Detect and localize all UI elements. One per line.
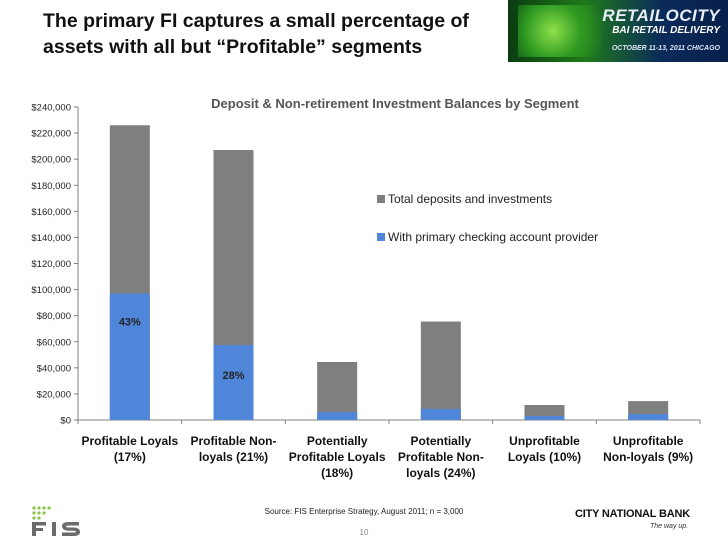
retailocity-banner: RETAILOCITY BAI RETAIL DELIVERY OCTOBER … [508,0,728,62]
category-label-line: Profitable Non- [397,450,484,464]
banner-date: OCTOBER 11-13, 2011 CHICAGO [611,45,720,52]
fis-logo [32,506,80,536]
category-label-line: Non-loyals (9%) [603,450,694,464]
category-label: Unprofitable Non-loyals (9%) [597,433,699,465]
category-label-line: Potentially [410,434,472,448]
bar-primary [524,416,565,420]
category-label-line: loyals (21%) [198,450,269,464]
category-label: Profitable Loyals (17%) [79,433,181,465]
y-tick-label: $0 [60,416,71,427]
category-label-line: Profitable Loyals [81,434,179,448]
data-label: 28% [222,370,244,382]
slide-title-line-1: The primary FI captures a small percenta… [43,10,469,32]
legend-label-total: Total deposits and investments [388,192,553,206]
page-number: 10 [359,528,369,537]
category-label-line: Unprofitable [612,434,684,448]
y-tick-label: $100,000 [31,285,71,296]
bar-primary [317,412,358,420]
category-label-line: loyals (24%) [406,466,476,480]
y-tick-label: $200,000 [31,155,71,166]
y-tick-label: $60,000 [37,337,71,348]
slide-title: The primary FI captures a small percenta… [43,8,493,60]
banner-subtitle: BAI RETAIL DELIVERY [612,25,720,36]
category-label-line: Potentially [306,434,368,448]
y-tick-label: $40,000 [37,363,71,374]
source-note: Source: FIS Enterprise Strategy, August … [264,507,464,516]
bar-primary [213,345,254,420]
category-label: Potentially Profitable Non-loyals (24%) [390,433,492,481]
category-label-line: Profitable Loyals [288,450,386,464]
category-label: Unprofitable Loyals (10%) [494,433,596,465]
legend-label-primary: With primary checking account provider [388,230,599,244]
y-tick-label: $180,000 [31,181,71,192]
y-tick-label: $80,000 [37,311,71,322]
category-label-line: Profitable Non- [190,434,277,448]
legend-swatch-primary [377,233,385,241]
bar-primary [109,293,150,420]
y-tick-label: $240,000 [31,103,71,114]
bar-primary [628,414,669,420]
category-label-line: (17%) [113,450,146,464]
banner-logo-text: RETAILOCITY [602,6,720,25]
slide-title-line-2: assets with all but “Profitable” segment… [43,36,423,58]
y-tick-label: $220,000 [31,129,71,140]
bar-total [420,321,461,420]
legend-item-primary: With primary checking account provider [377,230,598,244]
y-tick-label: $120,000 [31,259,71,270]
chart-title: Deposit & Non-retirement Investment Bala… [211,96,579,111]
bar-total [317,361,358,420]
bar-primary [420,408,461,420]
y-tick-label: $20,000 [37,389,71,400]
category-label-line: (18%) [321,466,354,480]
y-tick-label: $160,000 [31,207,71,218]
category-label-line: Loyals (10%) [507,450,582,464]
data-label: 43% [119,316,141,328]
legend-item-total: Total deposits and investments [377,192,552,206]
legend-swatch-total [377,195,385,203]
category-label: Potentially Profitable Loyals (18%) [286,433,388,481]
banner-glow-graphic [518,5,618,57]
city-national-bank-logo: CITY NATIONAL BANK [575,508,690,520]
y-tick-label: $140,000 [31,233,71,244]
category-label-line: Unprofitable [509,434,580,448]
category-label: Profitable Non-loyals (21%) [183,433,285,465]
bank-tagline: The way up. [650,523,689,530]
